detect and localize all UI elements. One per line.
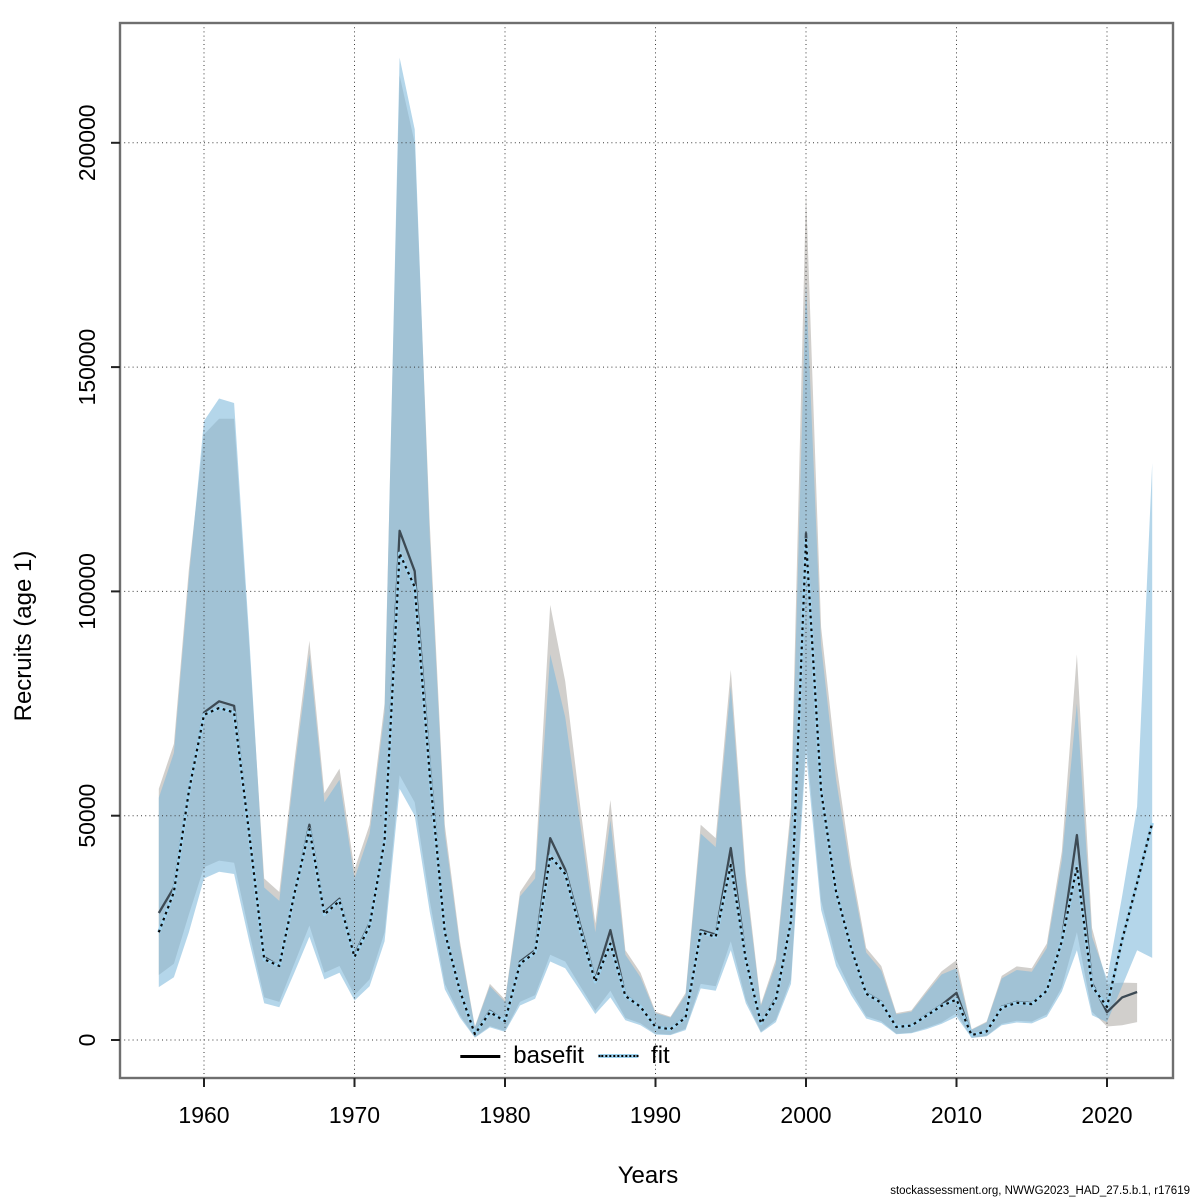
y-axis-label: Recruits (age 1) xyxy=(10,550,37,722)
x-tick-label-1990: 1990 xyxy=(630,1102,681,1128)
x-axis-label: Years xyxy=(617,1162,679,1189)
x-tick-label-2000: 2000 xyxy=(780,1102,831,1128)
y-tick-label-150000: 150000 xyxy=(74,329,100,406)
x-tick-label-1960: 1960 xyxy=(178,1102,229,1128)
fit-line xyxy=(157,538,1154,1037)
plot-box xyxy=(118,21,1175,1080)
fit-line-sample-icon xyxy=(598,1054,639,1058)
y-tick-label-0: 0 xyxy=(74,1034,100,1047)
footer-attribution: stockassessment.org, NWWG2023_HAD_27.5.b… xyxy=(890,1185,1190,1197)
legend-label-fit: fit xyxy=(651,1042,670,1069)
x-tick-label-2010: 2010 xyxy=(931,1102,982,1128)
x-tick-label-1970: 1970 xyxy=(329,1102,380,1128)
y-tick-label-50000: 50000 xyxy=(74,784,100,848)
legend-item-fit: fit xyxy=(598,1042,670,1070)
legend-label-basefit: basefit xyxy=(513,1042,585,1069)
fit-band xyxy=(158,57,1153,1039)
legend-item-basefit: basefit xyxy=(460,1042,584,1070)
legend: basefit fit xyxy=(460,1042,670,1070)
x-tick-label-1980: 1980 xyxy=(479,1102,530,1128)
y-tick-label-200000: 200000 xyxy=(74,104,100,181)
y-tick-label-100000: 100000 xyxy=(74,553,100,630)
basefit-line-sample-icon xyxy=(460,1054,501,1058)
x-tick-label-2020: 2020 xyxy=(1081,1102,1132,1128)
